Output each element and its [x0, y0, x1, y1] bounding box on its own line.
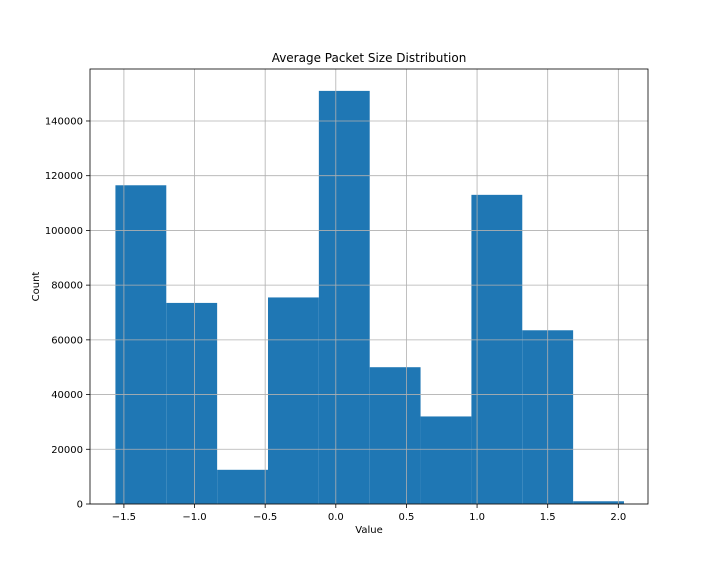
histogram-bar-7 — [420, 416, 472, 504]
chart-title: Average Packet Size Distribution — [272, 51, 467, 65]
histogram-bar-6 — [369, 367, 421, 504]
bars-group — [115, 90, 624, 505]
x-axis-label: Value — [355, 525, 382, 536]
x-tick-label-8: 2.0 — [610, 512, 626, 523]
y-tick-label-8: 140000 — [45, 116, 83, 127]
histogram-bar-2 — [166, 302, 218, 504]
y-tick-label-6: 100000 — [45, 226, 83, 237]
x-axis-ticks: −1.5 −1.0 −0.5 0.0 0.5 1.0 1.5 2.0 — [112, 504, 626, 523]
grid-lines — [90, 69, 648, 505]
x-tick-label-6: 1.0 — [469, 512, 485, 523]
x-tick-label-7: 1.5 — [540, 512, 556, 523]
x-tick-label-3: −0.5 — [253, 512, 277, 523]
axes-border — [89, 68, 649, 505]
x-tick-label-4: 0.0 — [328, 512, 344, 523]
histogram-bar-8 — [471, 194, 523, 504]
y-axis-label: Count — [31, 272, 42, 302]
axes-frame — [89, 68, 649, 505]
y-tick-label-2: 20000 — [51, 445, 83, 456]
y-tick-label-3: 40000 — [51, 390, 83, 401]
y-tick-label-1: 0 — [77, 500, 83, 511]
x-tick-label-2: −1.0 — [182, 512, 206, 523]
histogram-bar-3 — [217, 469, 268, 504]
y-axis-ticks: 0 20000 40000 60000 80000 100000 120000 140000 — [45, 116, 90, 511]
x-tick-label-1: −1.5 — [112, 512, 136, 523]
y-tick-label-4: 60000 — [51, 335, 83, 346]
y-tick-label-5: 80000 — [51, 281, 83, 292]
histogram-bar-10 — [573, 501, 624, 504]
histogram-bar-1 — [115, 185, 167, 504]
y-tick-label-7: 120000 — [45, 171, 83, 182]
histogram-bar-5 — [318, 90, 370, 505]
histogram-bar-4 — [267, 297, 319, 504]
x-tick-label-5: 0.5 — [398, 512, 414, 523]
